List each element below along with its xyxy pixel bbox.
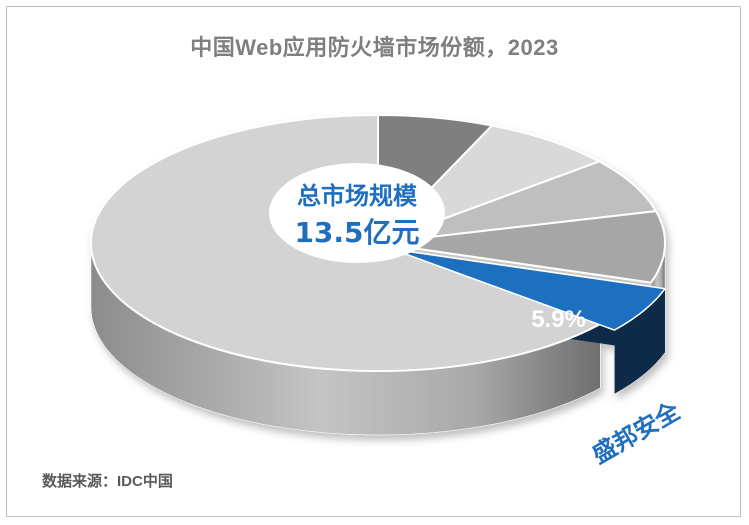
pie-slice-highlight	[391, 248, 666, 331]
chart-title: 中国Web应用防火墙市场份额，2023	[190, 35, 559, 60]
pie-slice-3	[377, 210, 666, 284]
pie-slice-2	[377, 160, 657, 244]
highlight-value-label: 5.9%	[531, 306, 586, 333]
center-label-bubble	[269, 163, 445, 263]
highlight-name-label: 盛邦安全	[587, 396, 685, 469]
center-label-title: 总市场规模	[297, 182, 418, 210]
data-source-note: 数据来源：IDC中国	[42, 473, 173, 490]
center-label-value: 13.5亿元	[294, 216, 419, 249]
